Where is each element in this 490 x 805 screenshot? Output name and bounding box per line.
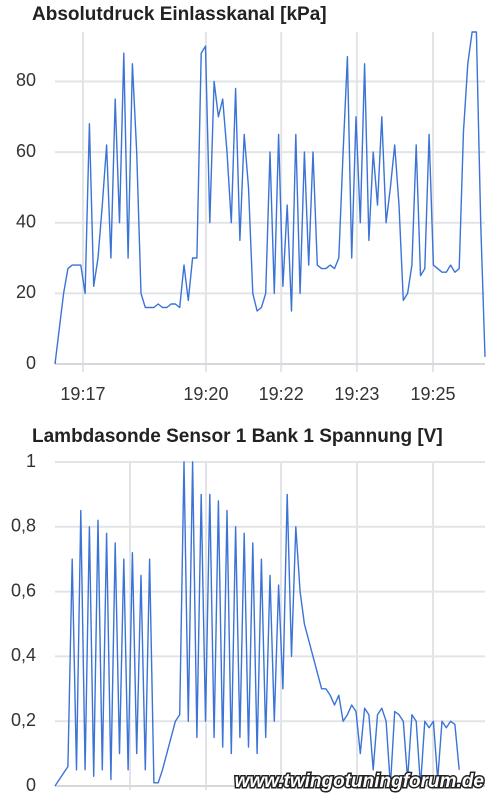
y-tick-label: 0,8 [11, 516, 36, 536]
x-tick-label: 19:25 [410, 384, 455, 404]
y-tick-label: 40 [16, 211, 36, 231]
data-line [54, 31, 486, 365]
data-line [54, 461, 460, 787]
y-tick-label: 60 [16, 141, 36, 161]
x-tick-label: 19:17 [60, 384, 105, 404]
x-tick-label: 19:20 [183, 384, 228, 404]
layout-grid [129, 462, 434, 790]
y-tick-label: 20 [16, 282, 36, 302]
y-tick-label: 1 [26, 451, 36, 471]
chart-title: Lambdasonde Sensor 1 Bank 1 Spannung [V] [32, 426, 443, 447]
y-tick-label: 0,6 [11, 580, 36, 600]
y-tick-label: 80 [16, 70, 36, 90]
y-tick-label: 0 [26, 353, 36, 373]
watermark: www.twingotuningforum.de [235, 771, 485, 792]
y-tick-label: 0,2 [11, 710, 36, 730]
x-tick-label: 19:23 [334, 384, 379, 404]
y-tick-label: 0,4 [11, 645, 36, 665]
x-tick-label: 19:22 [259, 384, 304, 404]
chart-title: Absolutdruck Einlasskanal [kPa] [32, 4, 327, 25]
y-tick-label: 0 [26, 775, 36, 795]
